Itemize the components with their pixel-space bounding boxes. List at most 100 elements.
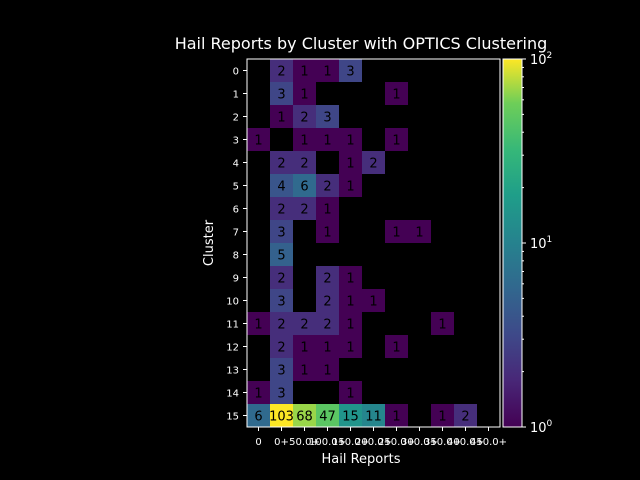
cell-value-label: 1 [323, 65, 331, 80]
cell-value-label: 3 [323, 111, 331, 126]
cell-value-label: 2 [323, 272, 331, 287]
heatmap-cell [362, 289, 385, 312]
x-tick-label: 350.0+ [424, 437, 461, 448]
cell-value-label: 6 [300, 180, 308, 195]
heatmap-cell [408, 220, 431, 243]
y-tick-label: 0 [233, 67, 239, 78]
heatmap-cell [270, 381, 293, 404]
cell-value-label: 68 [296, 410, 313, 425]
heatmap-cell [270, 243, 293, 266]
heatmap-cell [316, 358, 339, 381]
cell-value-label: 1 [438, 318, 446, 333]
x-tick-label: 0+ [274, 437, 289, 448]
heatmap-cells: 2 1 1 33 1 11 2 31 1 1 1 12 2 1 24 6 2 12 2 13 1 1 152 2 13 2 1 11 2… [247, 59, 477, 427]
cell-value-label: 2 [277, 203, 285, 218]
cell-value-label: 1 [369, 295, 377, 310]
cell-value-label: 2 [277, 272, 285, 287]
x-tick-label: 450.0+ [470, 437, 507, 448]
heatmap-cell [247, 404, 270, 427]
heatmap-cell [316, 266, 339, 289]
heatmap-cell [270, 266, 293, 289]
x-tick-label: 250.0+ [378, 437, 415, 448]
heatmap-cell [293, 151, 316, 174]
heatmap-cell [339, 312, 362, 335]
colorbar-ticks: 100 101 102 [522, 51, 553, 436]
x-tick-label: 50.0+ [289, 437, 320, 448]
heatmap-cell [339, 289, 362, 312]
cell-value-label: 3 [346, 65, 354, 80]
x-tick-label: 0 [255, 437, 261, 448]
y-tick-label: 9 [233, 274, 239, 285]
heatmap-cell [293, 197, 316, 220]
cell-value-label: 1 [323, 226, 331, 241]
heatmap-cell [339, 59, 362, 82]
cell-value-label: 1 [438, 410, 446, 425]
cell-value-label: 47 [319, 410, 336, 425]
cell-value-label: 1 [323, 134, 331, 149]
heatmap-cell [316, 128, 339, 151]
cell-value-label: 3 [277, 387, 285, 402]
cell-value-label: 2 [277, 318, 285, 333]
cell-value-label: 6 [254, 410, 262, 425]
heatmap-cell [247, 312, 270, 335]
heatmap-cell [431, 312, 454, 335]
heatmap-cell [293, 312, 316, 335]
heatmap-cell [293, 174, 316, 197]
colorbar-tick-label: 100 [530, 419, 553, 436]
cell-value-label: 1 [300, 134, 308, 149]
heatmap-cell [339, 128, 362, 151]
heatmap-cell [316, 289, 339, 312]
cell-value-label: 1 [392, 226, 400, 241]
chart-title: Hail Reports by Cluster with OPTICS Clus… [175, 34, 548, 53]
x-tick-label: 100.0+ [309, 437, 346, 448]
heatmap-cell [270, 151, 293, 174]
cell-value-label: 1 [346, 341, 354, 356]
cell-value-label: 1 [300, 364, 308, 379]
heatmap-cell [431, 404, 454, 427]
cell-value-label: 2 [300, 203, 308, 218]
x-tick-label: 400.0+ [447, 437, 484, 448]
cell-value-label: 15 [342, 410, 359, 425]
cell-value-label: 2 [323, 180, 331, 195]
heatmap-cell [270, 59, 293, 82]
heatmap-cell [339, 266, 362, 289]
cell-value-label: 3 [277, 295, 285, 310]
cell-value-label: 2 [323, 318, 331, 333]
y-tick-label: 15 [226, 412, 239, 423]
cell-value-label: 3 [277, 364, 285, 379]
heatmap-cell [385, 220, 408, 243]
cell-value-label: 2 [277, 157, 285, 172]
y-tick-label: 6 [233, 205, 239, 216]
y-tick-label: 2 [233, 113, 239, 124]
cell-value-label: 1 [254, 318, 262, 333]
cell-value-label: 1 [277, 111, 285, 126]
heatmap-cell [316, 404, 339, 427]
cell-value-label: 1 [346, 180, 354, 195]
heatmap-cell [316, 220, 339, 243]
cell-value-label: 1 [346, 318, 354, 333]
y-tick-label: 10 [226, 297, 239, 308]
cell-value-label: 2 [323, 295, 331, 310]
y-tick-label: 14 [226, 389, 239, 400]
cell-value-label: 1 [323, 364, 331, 379]
y-tick-label: 12 [226, 343, 239, 354]
colorbar-tick-label: 102 [530, 51, 552, 68]
y-tick-label: 8 [233, 251, 239, 262]
heatmap-cell [270, 289, 293, 312]
heatmap-cell [385, 404, 408, 427]
colorbar [502, 58, 523, 428]
cell-value-label: 2 [300, 111, 308, 126]
cell-value-label: 103 [269, 410, 294, 425]
cell-value-label: 1 [346, 272, 354, 287]
cell-value-label: 2 [369, 157, 377, 172]
cell-value-label: 1 [392, 341, 400, 356]
cell-value-label: 3 [277, 88, 285, 103]
x-tick-label: 150.0+ [332, 437, 369, 448]
cell-value-label: 2 [300, 318, 308, 333]
heatmap-cell [270, 220, 293, 243]
y-tick-label: 13 [226, 366, 239, 377]
x-axis-label: Hail Reports [322, 452, 401, 467]
heatmap-cell [362, 404, 385, 427]
y-tick-label: 11 [226, 320, 239, 331]
y-tick-label: 1 [233, 90, 239, 101]
